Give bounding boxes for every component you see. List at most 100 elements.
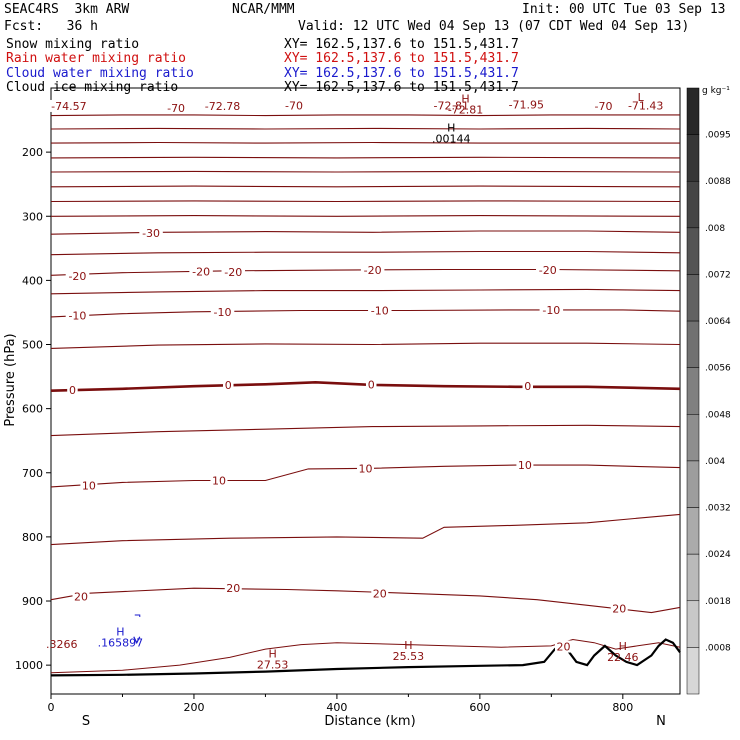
colorbar-label: .0018 xyxy=(705,597,731,607)
colorbar-box xyxy=(686,367,700,415)
contour-label-bg xyxy=(189,265,213,278)
colorbar-box xyxy=(686,460,700,508)
isotherm--50 xyxy=(50,170,681,173)
endpoint-left: S xyxy=(82,714,90,729)
colorbar-label: .0008 xyxy=(705,643,731,653)
isotherm--60 xyxy=(50,141,680,144)
isotherm--35 xyxy=(50,215,681,217)
isotherm--10 xyxy=(50,309,681,318)
contour-label: 20 xyxy=(612,603,626,616)
contour-label: -20 xyxy=(224,266,242,279)
colorbar-box xyxy=(686,87,700,135)
y-tick-label: 1000 xyxy=(15,659,43,672)
contour-label-bg xyxy=(624,99,668,112)
contour-label: 20 xyxy=(556,641,570,654)
contour-label: -72.81 xyxy=(434,99,469,112)
contour-label-bg xyxy=(504,98,548,111)
x-tick-label: 0 xyxy=(48,701,55,714)
field-xy-rain: XY= 162.5,137.6 to 151.5,431.7 xyxy=(284,51,519,66)
extremum-value: 25.53 xyxy=(393,650,425,663)
boundary-layer-isotherm xyxy=(50,638,681,674)
isotherm-5 xyxy=(50,424,681,437)
contour-label: -10 xyxy=(371,305,389,318)
contour-label: 10 xyxy=(212,474,226,487)
contour-label: -72.78 xyxy=(205,100,240,113)
colorbar-label: .0072 xyxy=(705,270,731,280)
colorbar-box xyxy=(686,507,700,555)
colorbar-label: .0095 xyxy=(705,131,731,141)
contour-label: -10 xyxy=(214,306,232,319)
header-valid: Valid: 12 UTC Wed 04 Sep 13 (07 CDT Wed … xyxy=(298,19,690,34)
contour-label: -70 xyxy=(167,102,185,115)
header-init: Init: 00 UTC Tue 03 Sep 13 xyxy=(522,2,726,17)
terrain-line xyxy=(50,638,681,677)
contour-label-bg xyxy=(554,640,572,653)
contour-label: 20 xyxy=(226,582,240,595)
header-model: SEAC4RS 3km ARW xyxy=(4,2,130,17)
x-tick-label: 600 xyxy=(469,701,490,714)
extremum-mark: H xyxy=(619,640,627,653)
extremum-mark: H xyxy=(404,639,412,652)
boundary-layer-contour xyxy=(50,638,681,674)
y-tick-label: 200 xyxy=(22,146,43,159)
colorbar-box xyxy=(686,414,700,462)
colorbar-box xyxy=(686,227,700,275)
field-label-cloud-water: Cloud water mixing ratio xyxy=(6,66,194,81)
contour-label-bg xyxy=(47,99,91,112)
isotherm--15 xyxy=(50,288,681,295)
contour-label-bg xyxy=(65,309,90,322)
extremum-mark: H xyxy=(447,122,455,135)
cloud-water-blob xyxy=(133,636,141,645)
contour-label: -10 xyxy=(68,310,86,323)
y-tick-label: 500 xyxy=(22,339,43,352)
contour-label-bg xyxy=(368,304,392,317)
contour-label-bg xyxy=(360,264,385,277)
colorbar-label: .0056 xyxy=(705,364,731,374)
contour-label-bg xyxy=(164,101,188,114)
contour-label-bg xyxy=(371,587,389,600)
contour-label-bg xyxy=(67,384,78,397)
header-fcst: Fcst: 36 h xyxy=(4,19,98,34)
contour-label-bg xyxy=(201,99,245,112)
colorbar-label: .0024 xyxy=(705,550,731,560)
contour-label-bg xyxy=(72,590,90,603)
plot-frame xyxy=(50,87,681,695)
y-tick-label: 900 xyxy=(22,595,43,608)
cloud-water-blob xyxy=(134,614,141,618)
extremum-value: .00144 xyxy=(432,133,471,146)
colorbar-label: .008 xyxy=(705,224,725,234)
colorbar-label: .004 xyxy=(705,457,725,467)
extremum-mark: L xyxy=(638,91,645,104)
contour-label: 10 xyxy=(82,480,96,493)
y-tick-label: 600 xyxy=(22,403,43,416)
extremum-mark: H xyxy=(461,93,469,106)
extremum-mark: H xyxy=(116,626,124,639)
colorbar-box xyxy=(686,180,700,229)
colorbar-box xyxy=(686,647,700,695)
extrema-markers: H-72.81LH.00144H27.53H25.53H22.46H.16589… xyxy=(98,91,645,672)
contour-label: -20 xyxy=(68,270,86,283)
x-axis-label: Distance (km) xyxy=(324,714,415,729)
axes: 0 200 400 600 800200300400500600700800900100… xyxy=(15,146,633,714)
contour-label-bg xyxy=(210,474,228,487)
isotherm--70 xyxy=(50,114,680,117)
contour-labels: -74.57 -70 -72.78 -70 -72.81 -71.95 -70 -71.43 -… xyxy=(47,98,668,654)
header-center: NCAR/MMM xyxy=(232,2,295,17)
contour-label-bg xyxy=(139,226,163,239)
isotherm--40 xyxy=(50,200,681,203)
colorbar-label: .0032 xyxy=(705,504,731,514)
isotherm--55 xyxy=(50,156,681,159)
field-xy-cloud-water: XY= 162.5,137.6 to 151.5,431.7 xyxy=(284,66,519,81)
contour-label: 0 xyxy=(69,384,76,397)
contour-label: 20 xyxy=(74,591,88,604)
contour-label: -20 xyxy=(539,264,557,277)
contour-label-bg xyxy=(536,264,560,277)
contour-label-bg xyxy=(357,462,374,475)
y-tick-label: 300 xyxy=(22,210,43,223)
x-tick-label: 400 xyxy=(326,701,347,714)
contour-label: 0 xyxy=(524,380,531,393)
isotherm-0 xyxy=(50,380,681,392)
contour-label-bg xyxy=(65,269,90,282)
contour-label: 20 xyxy=(373,587,387,600)
